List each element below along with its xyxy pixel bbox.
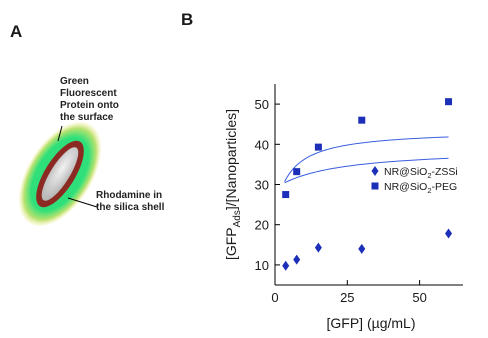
rhodamine-annotation-line: the silica shell: [96, 202, 165, 213]
data-point-square: [293, 168, 301, 176]
gfp-annotation-line: Protein onto: [60, 100, 119, 111]
y-tick-label: 40: [255, 137, 269, 152]
data-point-diamond: [282, 260, 290, 271]
rhodamine-annotation-line: Rhodamine in: [96, 190, 163, 201]
y-tick-label: 20: [255, 218, 269, 233]
legend-marker-diamond: [371, 166, 379, 176]
panel-b-label: B: [181, 10, 194, 29]
legend-marker-square: [371, 182, 379, 190]
chart-axes: 0 25 50 10 20 30 40 50: [255, 84, 463, 305]
axis-labels: [GFP] (µg/mL) [GFPAds]/[Nanoparticles]: [223, 109, 415, 331]
gfp-pointer-line: [57, 125, 63, 142]
fit-curve: [284, 157, 449, 184]
x-tick-label: 25: [340, 290, 354, 305]
x-axis-label: [GFP] (µg/mL): [327, 315, 416, 331]
data-point-diamond: [293, 254, 301, 265]
y-tick-label: 50: [255, 97, 269, 112]
gfp-annotation-line: the surface: [60, 112, 114, 123]
data-point-square: [445, 98, 453, 106]
fit-curve: [284, 136, 449, 182]
gfp-annotation-line: Fluorescent: [60, 88, 117, 99]
y-tick-label: 10: [255, 258, 269, 273]
data-point-diamond: [445, 228, 453, 239]
y-tick-label: 30: [255, 178, 269, 193]
fit-curves: [284, 136, 449, 184]
panel-a-label: A: [10, 22, 23, 41]
data-point-diamond: [358, 243, 366, 254]
nanorod-core: [41, 147, 79, 201]
gfp-annotation-line: Green: [60, 76, 89, 87]
rhodamine-pointer-line: [67, 197, 98, 208]
data-point-square: [358, 116, 366, 124]
data-point-square: [282, 191, 290, 199]
gfp-annotation: Green Fluorescent Protein onto the surfa…: [60, 76, 140, 124]
y-axis-label: [GFPAds]/[Nanoparticles]: [223, 109, 243, 260]
legend-label: NR@SiO2-ZSSi: [384, 166, 458, 180]
x-tick-label: 50: [412, 290, 426, 305]
data-points: [282, 98, 453, 271]
rhodamine-annotation: Rhodamine in the silica shell: [96, 190, 186, 214]
data-point-diamond: [314, 242, 322, 253]
data-point-square: [314, 143, 322, 151]
x-tick-label: 0: [271, 290, 278, 305]
legend-label: NR@SiO2-PEG: [384, 181, 457, 195]
